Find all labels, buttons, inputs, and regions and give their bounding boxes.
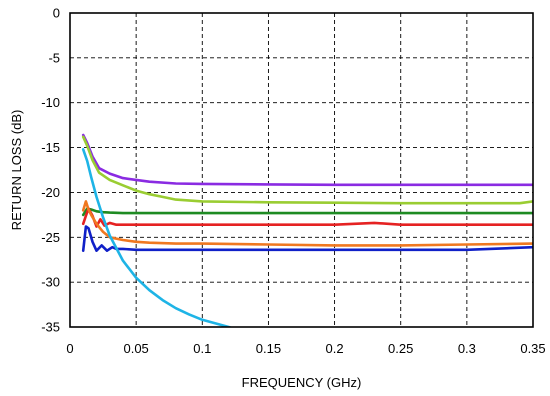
y-axis-title: RETURN LOSS (dB) <box>9 110 24 231</box>
series-layer <box>81 133 533 327</box>
x-tick-label: 0 <box>66 341 73 356</box>
x-tick-label: 0.1 <box>193 341 211 356</box>
series-line-6 <box>81 225 533 252</box>
x-tick-label: 0.15 <box>256 341 281 356</box>
x-tick-label: 0.35 <box>520 341 545 356</box>
series-line-4 <box>81 207 533 228</box>
y-tick-label: -10 <box>41 95 60 110</box>
series-line-2 <box>81 135 533 205</box>
y-tick-label: -5 <box>48 50 60 65</box>
x-axis-title: FREQUENCY (GHz) <box>242 375 362 390</box>
grid-lines <box>70 13 533 327</box>
y-tick-label: -35 <box>41 320 60 335</box>
y-tick-label: -15 <box>41 140 60 155</box>
series-line-1 <box>81 133 533 187</box>
x-tick-label: 0.25 <box>388 341 413 356</box>
plot-frame <box>69 12 534 328</box>
x-tick-label: 0.2 <box>326 341 344 356</box>
x-tick-labels: 0 0.05 0.1 0.15 0.2 0.25 0.3 0.35 <box>66 341 545 356</box>
y-tick-label: -25 <box>41 230 60 245</box>
x-tick-label: 0.3 <box>458 341 476 356</box>
series-line-5 <box>81 200 533 247</box>
y-tick-label: -20 <box>41 185 60 200</box>
y-tick-labels: 0 -5 -10 -15 -20 -25 -30 -35 <box>41 6 60 335</box>
series-line-7 <box>81 148 233 327</box>
series-line-3 <box>81 207 533 217</box>
y-tick-label: 0 <box>53 6 60 21</box>
x-tick-label: 0.05 <box>123 341 148 356</box>
y-tick-label: -30 <box>41 275 60 290</box>
